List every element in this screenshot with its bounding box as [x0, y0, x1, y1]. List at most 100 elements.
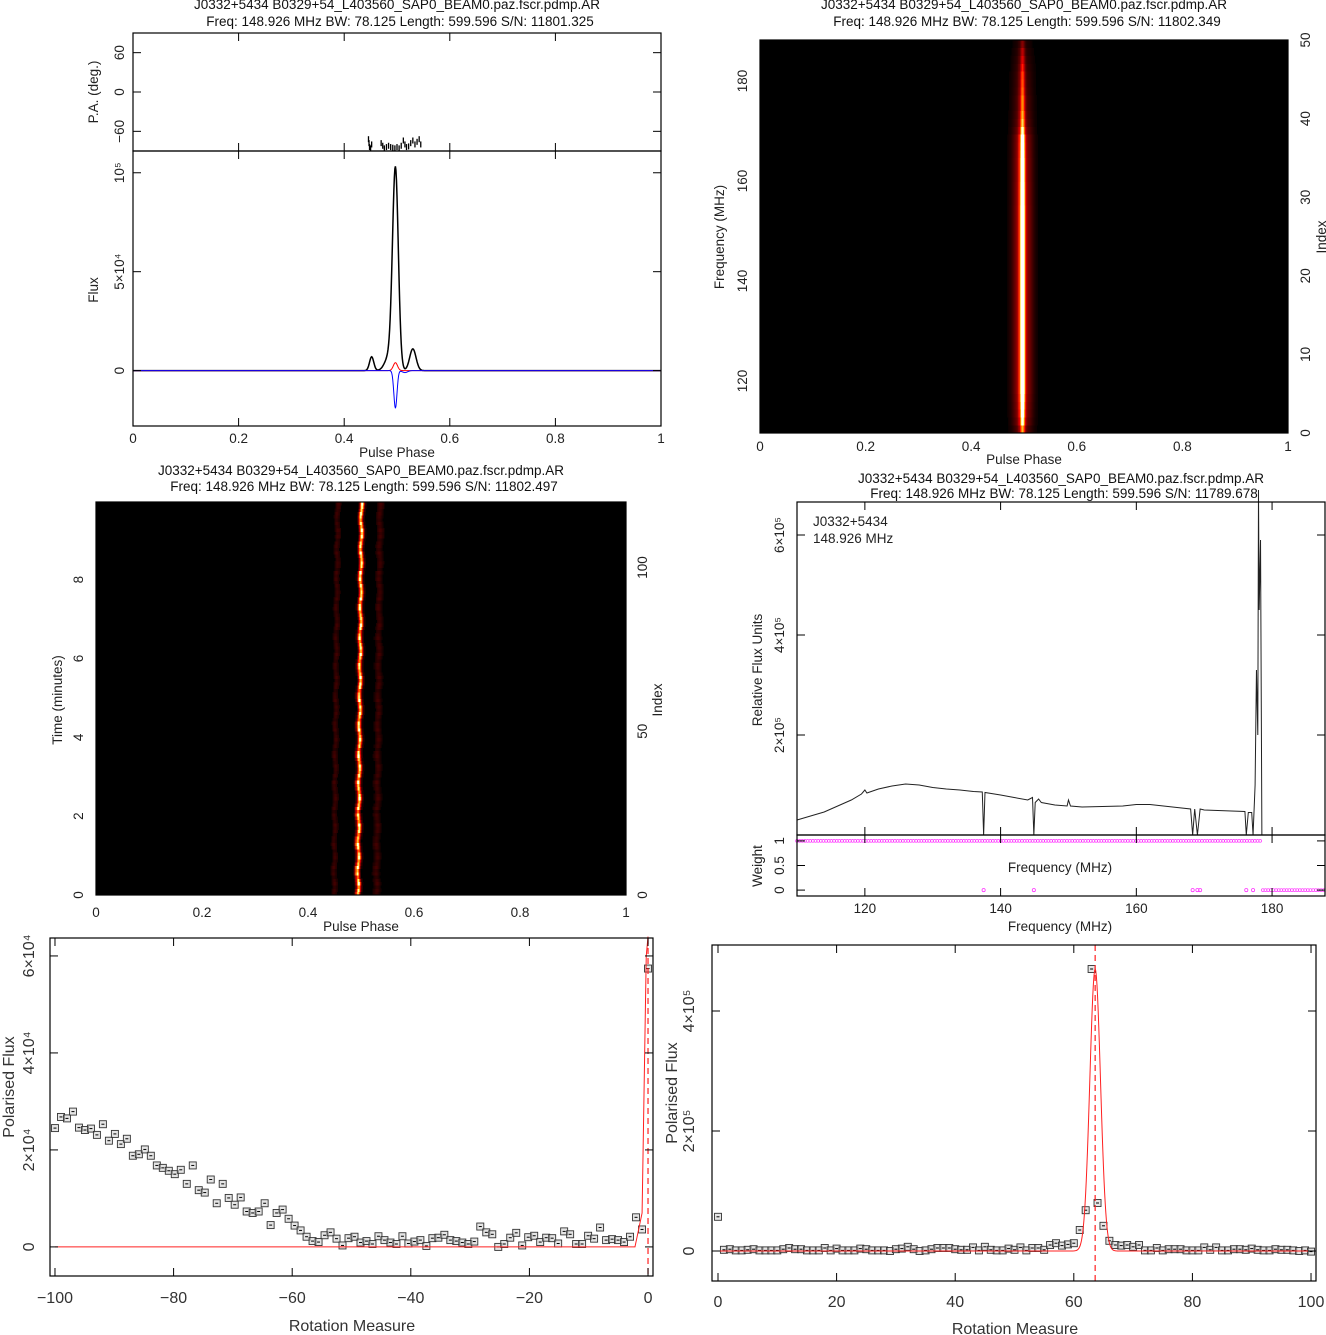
time-phase-cell [335, 593, 337, 598]
time-phase-cell [355, 819, 357, 824]
time-phase-cell [359, 652, 362, 657]
freq-phase-cell [1020, 79, 1023, 88]
freq-phase-cell [1034, 330, 1036, 339]
time-phase-cell [379, 538, 381, 542]
freq-phase-cell [1020, 95, 1023, 104]
time-phase-cell [334, 773, 336, 778]
time-phase-cell [364, 521, 366, 526]
freq-phase-cell [1021, 205, 1024, 214]
time-phase-cell [332, 836, 334, 840]
freq-phase-cell [1036, 205, 1038, 214]
spectrum-title: J0332+5434 B0329+54_L403560_SAP0_BEAM0.p… [858, 471, 1264, 486]
freq-phase-cell [1035, 275, 1037, 284]
time-phase-cell [334, 806, 336, 811]
time-phase-cell [374, 727, 377, 732]
time-phase-cell [373, 865, 376, 870]
time-phase-cell [334, 554, 336, 558]
time-phase-cell [356, 793, 359, 798]
freq-phase-cell [1019, 236, 1022, 245]
time-phase-cell [359, 511, 362, 516]
freq-phase-cell [1007, 275, 1009, 284]
freq-phase-cell [1016, 401, 1018, 410]
freq-phase-cell [1034, 425, 1036, 434]
time-phase-cell [334, 669, 336, 673]
freq-phase-cell [1026, 228, 1028, 237]
time-phase-cell [379, 564, 381, 568]
time-phase-cell [380, 610, 382, 614]
freq-phase-cell [1008, 299, 1010, 308]
time-phase-cell [358, 606, 361, 611]
time-phase-cell [380, 767, 382, 771]
rm-left-ytick-label: 0 [21, 1242, 38, 1251]
time-phase-cell [373, 691, 376, 696]
freq-phase-cell [1017, 102, 1019, 112]
freq-phase-cell [1034, 181, 1036, 190]
time-phase-cell [357, 839, 360, 843]
freq-phase-cell [1022, 40, 1025, 49]
time-phase-cell [381, 547, 383, 552]
time-phase-cell [356, 544, 359, 549]
profile-xtick-label: 0.6 [440, 431, 459, 446]
freq-phase-ytick-label: 120 [735, 370, 750, 393]
time-phase-cell [376, 885, 379, 889]
freq-phase-cell [1009, 95, 1011, 104]
time-phase-cell [333, 613, 335, 617]
time-phase-cell [381, 515, 383, 519]
time-phase-cell [363, 541, 365, 545]
freq-phase-cell [1025, 47, 1027, 57]
time-phase-cell [361, 655, 363, 660]
time-phase-cell [332, 721, 334, 725]
time-phase-cell [379, 708, 381, 712]
profile-xtick-label: 0.2 [229, 431, 248, 446]
time-phase-cell [376, 541, 379, 545]
time-phase-cell [363, 544, 365, 549]
freq-phase-cell [1019, 189, 1022, 198]
time-phase-cell [356, 695, 359, 699]
time-phase-cell [357, 646, 360, 650]
time-phase-cell [332, 878, 334, 883]
freq-phase-cell [1027, 322, 1029, 332]
freq-phase-cell [1029, 346, 1031, 355]
time-phase-cell [334, 564, 336, 568]
freq-phase-cell [1027, 134, 1029, 143]
time-phase-cell [358, 528, 361, 532]
time-phase-cell [377, 642, 380, 647]
time-phase-cell [354, 862, 356, 866]
freq-phase-cell [1035, 425, 1037, 434]
time-phase-cell [358, 541, 361, 545]
freq-phase-cell [1027, 409, 1029, 418]
freq-phase-cell [1025, 425, 1027, 434]
time-phase-cell [361, 534, 363, 539]
time-phase-cell [362, 633, 364, 637]
freq-phase-cell [1010, 322, 1012, 332]
time-phase-cell [361, 570, 363, 575]
freq-phase-cell [1036, 354, 1038, 363]
time-phase-cell [376, 855, 379, 860]
time-phase-cell [361, 662, 363, 667]
time-phase-cell [381, 538, 383, 542]
time-phase-cell [381, 606, 383, 611]
time-phase-cell [357, 662, 360, 667]
time-phase-cell [336, 750, 338, 755]
time-phase-cell [355, 872, 357, 876]
time-phase-cell [336, 505, 338, 509]
time-phase-cell [335, 764, 337, 768]
time-phase-cell [362, 829, 364, 834]
freq-phase-cell [1011, 134, 1013, 143]
freq-phase-cell [1015, 330, 1017, 339]
time-phase-cell [376, 682, 379, 686]
freq-phase-cell [1026, 79, 1028, 88]
freq-phase-cell [1032, 220, 1034, 229]
time-phase-cell [336, 688, 338, 693]
time-phase-cell [356, 633, 359, 637]
time-phase-cell [380, 652, 382, 657]
time-phase-cell [363, 764, 365, 768]
freq-phase-cell [1020, 330, 1023, 339]
time-phase-cell [379, 813, 381, 817]
time-phase-cell [334, 711, 336, 716]
time-phase-cell [372, 836, 374, 840]
time-phase-cell [361, 698, 363, 703]
freq-phase-cell [1030, 417, 1032, 426]
time-phase-cell [330, 865, 332, 870]
time-phase-cell [377, 557, 380, 562]
